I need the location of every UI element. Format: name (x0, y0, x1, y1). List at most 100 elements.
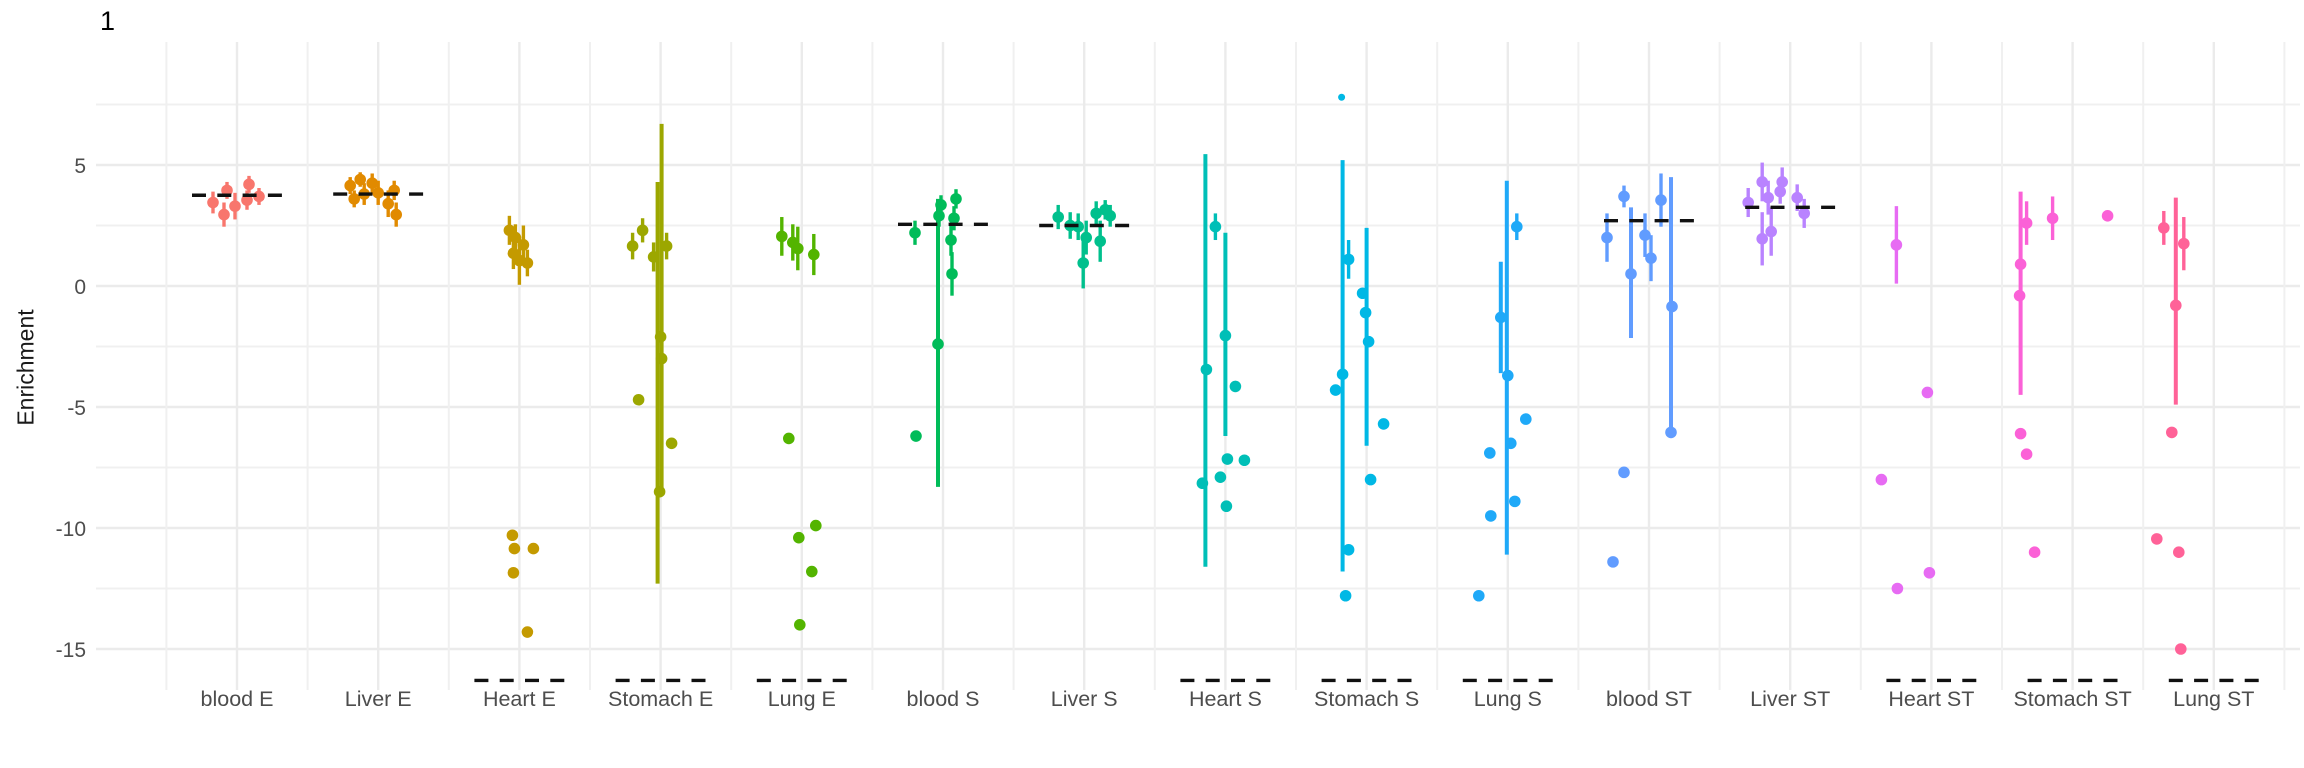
data-point (1338, 93, 1346, 101)
data-point (1473, 589, 1485, 602)
data-point (626, 240, 639, 252)
data-point (945, 234, 957, 246)
data-point (521, 257, 534, 269)
data-point (1342, 543, 1355, 556)
data-point (1094, 235, 1106, 248)
data-point (1601, 231, 1613, 244)
data-point (372, 187, 385, 199)
data-point (1339, 589, 1352, 602)
data-point (665, 437, 678, 450)
data-point (933, 210, 945, 222)
data-point (1791, 191, 1803, 204)
data-point (660, 240, 673, 252)
data-point (806, 565, 818, 578)
data-point (243, 178, 255, 191)
y-tick-label: 5 (74, 155, 86, 178)
data-point (2178, 237, 2190, 250)
data-point (2166, 426, 2178, 439)
data-point (1875, 473, 1888, 486)
x-category-label: Stomach S (1314, 687, 1419, 711)
data-point (229, 200, 241, 212)
data-point (1625, 268, 1637, 280)
data-point (1645, 252, 1657, 264)
x-category-label: Lung ST (2173, 687, 2254, 711)
data-point (808, 248, 820, 261)
data-point (382, 197, 395, 210)
data-point (2101, 210, 2114, 222)
data-point (2013, 289, 2026, 302)
data-point (1607, 556, 1619, 568)
data-point (1655, 194, 1667, 206)
x-category-label: blood E (201, 687, 274, 711)
data-point (948, 212, 960, 225)
data-point (1377, 418, 1390, 430)
data-point (655, 352, 668, 365)
data-point (810, 519, 822, 532)
data-point (946, 268, 958, 280)
data-point (1200, 363, 1213, 376)
data-point (521, 626, 534, 638)
data-point (1342, 253, 1355, 266)
data-point (2020, 217, 2033, 229)
data-point (1762, 191, 1774, 204)
x-category-label: Liver ST (1750, 687, 1830, 711)
x-category-label: Heart E (483, 687, 556, 711)
x-category-label: Stomach E (608, 687, 713, 711)
data-point (1505, 437, 1517, 450)
data-point (1665, 426, 1677, 439)
data-point (1238, 454, 1251, 467)
x-category-label: Lung S (1474, 687, 1542, 711)
data-point (348, 193, 361, 205)
y-tick-label: -15 (56, 639, 86, 662)
data-point (1219, 329, 1232, 342)
data-point (1891, 582, 1904, 595)
data-point (506, 529, 519, 542)
data-point (1336, 368, 1349, 381)
data-point (2014, 258, 2027, 271)
data-point (1484, 447, 1496, 459)
x-category-label: Heart ST (1888, 687, 1974, 711)
y-tick-label: 0 (74, 276, 86, 299)
x-category-label: Heart S (1189, 687, 1262, 711)
x-category-label: Stomach ST (2013, 687, 2131, 711)
data-point (207, 196, 219, 209)
data-point (1774, 185, 1786, 198)
data-point (527, 542, 540, 555)
y-tick-label: -5 (67, 397, 86, 420)
data-point (935, 199, 947, 211)
data-point (2151, 533, 2163, 545)
data-point (1362, 335, 1375, 348)
data-point (1485, 510, 1497, 522)
data-point (654, 331, 667, 343)
data-point (1509, 495, 1521, 508)
data-point (1618, 466, 1630, 479)
data-point (1220, 500, 1233, 513)
data-point (1756, 176, 1768, 188)
data-point (2014, 427, 2027, 440)
data-point (218, 208, 230, 221)
data-point (776, 230, 788, 243)
data-point (1221, 453, 1234, 465)
data-point (1776, 176, 1788, 188)
data-point (1666, 300, 1678, 313)
data-point (1329, 384, 1342, 396)
data-point (909, 226, 921, 239)
data-point (2170, 299, 2182, 312)
data-point (1359, 306, 1372, 319)
data-point (950, 193, 962, 205)
data-point (1502, 369, 1514, 382)
data-point (1364, 473, 1377, 486)
data-point (793, 531, 805, 544)
data-point (1229, 380, 1242, 393)
data-point (2020, 448, 2033, 460)
data-point (221, 184, 233, 197)
x-category-label: blood S (907, 687, 980, 711)
data-point (792, 242, 804, 255)
data-point (1090, 207, 1102, 220)
data-point (632, 393, 645, 406)
data-point (366, 177, 379, 189)
data-point (2046, 212, 2059, 225)
data-point (241, 194, 253, 206)
data-point (1921, 386, 1934, 399)
data-point (636, 224, 649, 237)
